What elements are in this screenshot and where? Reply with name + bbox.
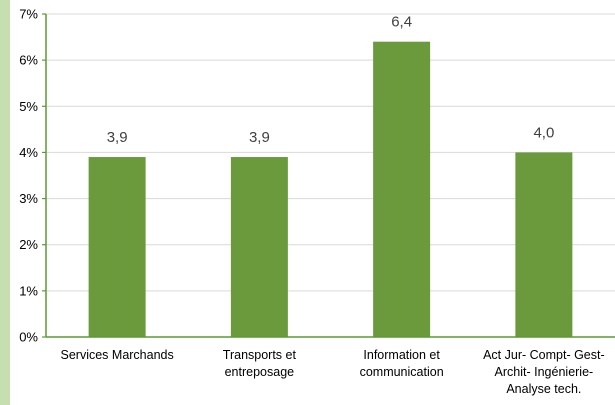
data-label: 3,9 — [107, 129, 128, 146]
y-tick-label: 4% — [19, 145, 38, 160]
y-tick-label: 5% — [19, 99, 38, 114]
bars — [88, 41, 573, 337]
labels: 0% 1% 2% 3% 4% 5% 6% 7% 3,9 Services Marchands 3,9… — [19, 7, 604, 397]
category-label-line: Archit- Ingénierie- — [495, 365, 594, 379]
category-label: Information et communication — [360, 348, 444, 379]
category-label-line: Services Marchands — [61, 348, 174, 362]
y-tick-label: 7% — [19, 7, 38, 22]
bar — [88, 157, 146, 337]
y-tick-label: 3% — [19, 191, 38, 206]
y-tick-label: 1% — [19, 283, 38, 298]
data-label: 4,0 — [533, 124, 554, 141]
axes — [42, 13, 615, 338]
category-label-line: communication — [360, 365, 444, 379]
category-label-line: Act Jur- Compt- Gest- — [483, 348, 605, 362]
data-label: 6,4 — [391, 14, 412, 31]
category-label: Act Jur- Compt- Gest- Archit- Ingénierie-… — [483, 348, 605, 396]
data-label: 3,9 — [249, 129, 270, 146]
y-tick-label: 2% — [19, 237, 38, 252]
category-label: Transports et entreposage — [223, 348, 297, 379]
category-label-line: entreposage — [225, 365, 295, 379]
bar — [230, 157, 288, 337]
category-label-line: Transports et — [223, 348, 297, 362]
bar — [373, 41, 431, 337]
category-label-line: Information et — [363, 348, 440, 362]
category-label-line: Analyse tech. — [506, 382, 581, 396]
y-tick-label: 0% — [19, 330, 38, 345]
category-label: Services Marchands — [61, 348, 174, 362]
bar — [515, 152, 573, 337]
left-accent-bar — [0, 0, 10, 405]
y-tick-label: 6% — [19, 53, 38, 68]
